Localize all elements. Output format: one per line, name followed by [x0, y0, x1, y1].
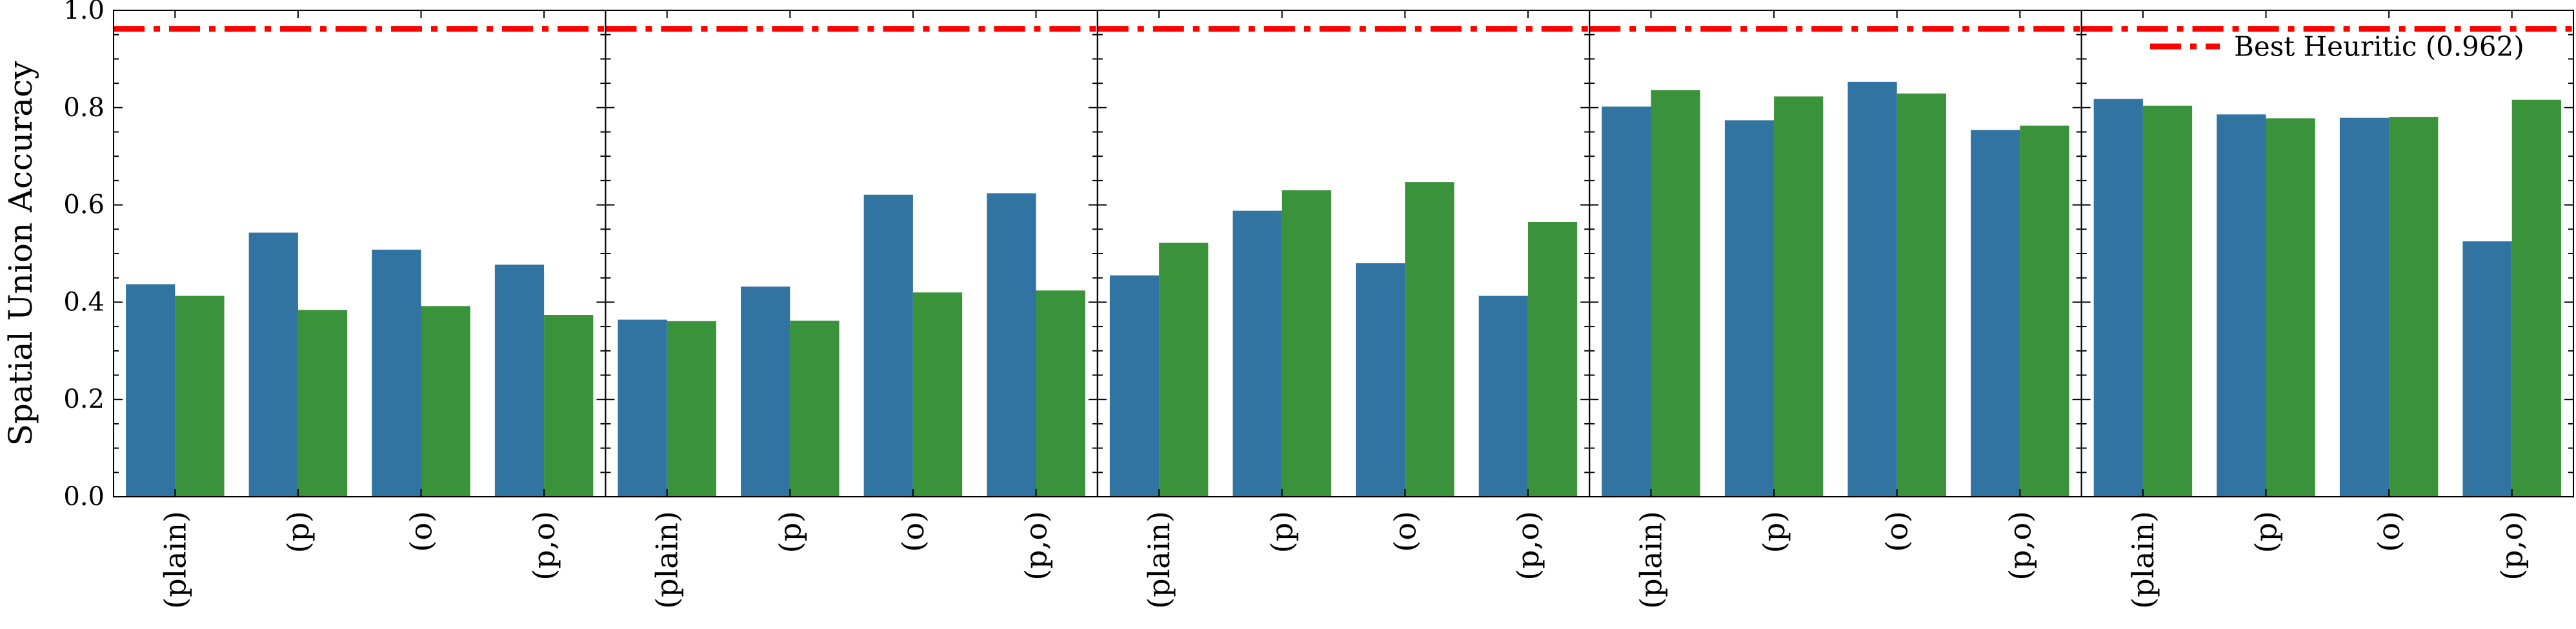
category-label-p2-1: (plain) — [650, 511, 685, 609]
category-label-p4-4: (p,o) — [2002, 511, 2037, 581]
bar-p4-3-s2 — [1897, 93, 1946, 497]
bar-p1-4-s2 — [544, 315, 594, 497]
category-label-p3-3: (o) — [1387, 511, 1422, 552]
category-label-p4-2: (p) — [1756, 511, 1791, 553]
category-label-p1-2: (p) — [281, 511, 316, 553]
bar-p4-2-s1 — [1724, 120, 1775, 497]
legend-label: Best Heuritic (0.962) — [2234, 31, 2524, 63]
bar-p3-3-s1 — [1356, 263, 1405, 497]
bar-p5-1-s1 — [2093, 99, 2143, 497]
category-label-p3-4: (p,o) — [1511, 511, 1545, 581]
bar-p5-1-s2 — [2142, 105, 2193, 497]
category-label-p3-1: (plain) — [1142, 511, 1176, 609]
bar-p2-1-s1 — [618, 319, 667, 497]
y-tick-label: 1.0 — [63, 0, 105, 25]
bar-p3-4-s1 — [1478, 295, 1528, 497]
y-tick-label: 0.4 — [63, 287, 105, 317]
bar-p3-2-s1 — [1233, 210, 1282, 497]
bar-p1-4-s1 — [494, 265, 545, 497]
bar-p4-3-s1 — [1847, 81, 1897, 497]
bar-p3-2-s2 — [1282, 190, 1331, 497]
category-label-p2-4: (p,o) — [1019, 511, 1054, 581]
category-label-p2-3: (o) — [896, 511, 931, 552]
bar-p2-3-s2 — [912, 292, 963, 497]
category-label-p2-2: (p) — [772, 511, 807, 553]
category-label-p4-1: (plain) — [1634, 511, 1669, 609]
bar-p2-2-s1 — [741, 286, 790, 497]
bar-p1-1-s2 — [175, 295, 225, 497]
bar-p1-3-s2 — [421, 306, 470, 497]
bar-p5-2-s2 — [2266, 118, 2315, 497]
bar-p1-3-s1 — [372, 249, 421, 497]
bar-p3-1-s1 — [1109, 275, 1160, 497]
bar-p4-1-s2 — [1651, 90, 1700, 497]
bar-p2-4-s2 — [1036, 290, 1085, 497]
y-tick-label: 0.8 — [63, 93, 105, 123]
bar-p5-2-s1 — [2217, 114, 2266, 497]
bar-p3-1-s2 — [1159, 243, 1209, 497]
category-label-p1-3: (o) — [404, 511, 439, 552]
bar-p3-3-s2 — [1405, 182, 1454, 497]
category-label-p1-1: (plain) — [157, 511, 192, 609]
bar-p2-4-s1 — [987, 193, 1036, 497]
bar-p1-1-s1 — [126, 284, 176, 497]
bar-p5-4-s1 — [2462, 241, 2512, 497]
bar-p1-2-s2 — [297, 310, 348, 497]
bar-p2-2-s2 — [790, 321, 840, 497]
category-label-p5-1: (plain) — [2126, 511, 2160, 609]
category-label-p5-4: (p,o) — [2495, 511, 2530, 581]
category-label-p3-2: (p) — [1265, 511, 1300, 553]
category-label-p5-2: (p) — [2249, 511, 2284, 553]
y-tick-label: 0.2 — [63, 384, 105, 414]
panel-frame-5 — [2080, 10, 2575, 497]
bar-p4-2-s2 — [1774, 96, 1824, 497]
bar-p4-4-s1 — [1971, 130, 2020, 497]
category-label-p4-3: (o) — [1880, 511, 1915, 552]
bar-p5-4-s2 — [2511, 99, 2561, 497]
bar-p4-1-s1 — [1602, 106, 1651, 497]
bar-p2-3-s1 — [863, 194, 913, 497]
y-tick-label: 0.0 — [63, 482, 105, 512]
category-label-p5-3: (o) — [2371, 511, 2406, 552]
bar-p4-4-s2 — [2020, 125, 2069, 497]
bar-p5-3-s1 — [2339, 117, 2390, 497]
bar-p2-1-s2 — [667, 321, 716, 497]
y-tick-label: 0.6 — [63, 190, 105, 220]
bar-p1-2-s1 — [248, 232, 298, 497]
category-label-p1-4: (p,o) — [527, 511, 561, 581]
bar-p3-4-s2 — [1527, 221, 1578, 497]
y-axis-label: Spatial Union Accuracy — [2, 61, 39, 446]
bar-p5-3-s2 — [2389, 117, 2439, 497]
